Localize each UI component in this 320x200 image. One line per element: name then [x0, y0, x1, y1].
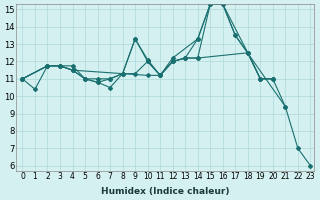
X-axis label: Humidex (Indice chaleur): Humidex (Indice chaleur)	[101, 187, 229, 196]
